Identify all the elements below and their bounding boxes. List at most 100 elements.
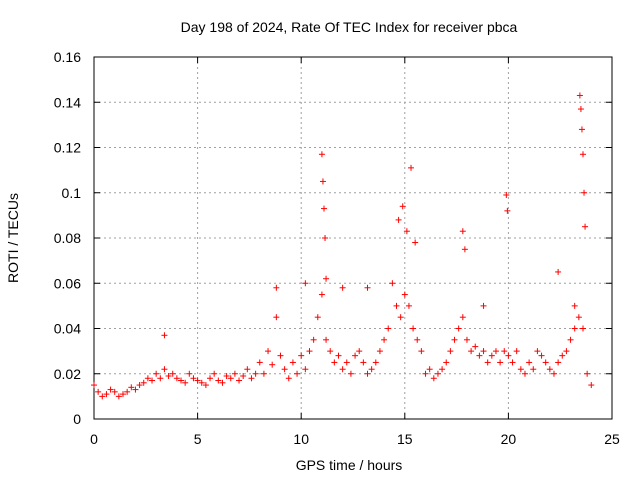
data-point bbox=[577, 106, 584, 113]
data-point bbox=[273, 284, 280, 291]
data-point bbox=[579, 325, 586, 332]
data-point bbox=[414, 336, 421, 343]
data-point bbox=[405, 302, 412, 309]
data-point bbox=[484, 359, 491, 366]
data-point bbox=[401, 291, 408, 298]
y-tick-label: 0.04 bbox=[54, 321, 81, 337]
data-point bbox=[343, 359, 350, 366]
data-point bbox=[219, 379, 226, 386]
x-tick-label: 15 bbox=[397, 431, 413, 447]
data-point bbox=[144, 375, 151, 382]
axis-ticks: 0 5 10 15 20 25 0 0.02 0.04 0.06 0.08 0.1 0.12 0.14 0.… bbox=[54, 49, 620, 447]
data-point bbox=[256, 359, 263, 366]
data-point bbox=[294, 370, 301, 377]
data-point bbox=[319, 178, 326, 185]
data-point bbox=[563, 348, 570, 355]
data-point bbox=[426, 366, 433, 373]
data-point bbox=[579, 151, 586, 158]
data-point bbox=[194, 377, 201, 384]
y-axis-label: ROTI / TECUs bbox=[5, 193, 21, 283]
data-point bbox=[389, 280, 396, 287]
y-tick-label: 0.08 bbox=[54, 230, 81, 246]
data-point bbox=[207, 375, 214, 382]
data-point bbox=[526, 359, 533, 366]
data-point bbox=[277, 352, 284, 359]
data-point bbox=[364, 370, 371, 377]
data-point bbox=[412, 239, 419, 246]
data-point bbox=[302, 280, 309, 287]
data-point bbox=[582, 223, 589, 230]
data-point bbox=[501, 348, 508, 355]
data-point bbox=[480, 302, 487, 309]
data-point bbox=[513, 348, 520, 355]
data-point bbox=[302, 366, 309, 373]
data-point bbox=[99, 393, 106, 400]
data-point bbox=[360, 359, 367, 366]
data-point bbox=[236, 377, 243, 384]
data-point bbox=[381, 336, 388, 343]
data-point bbox=[418, 348, 425, 355]
data-point bbox=[161, 332, 168, 339]
data-point bbox=[430, 375, 437, 382]
data-point bbox=[455, 325, 462, 332]
data-point bbox=[178, 377, 185, 384]
data-point bbox=[173, 375, 180, 382]
data-point bbox=[504, 207, 511, 214]
y-tick-label: 0.14 bbox=[54, 94, 81, 110]
data-point bbox=[447, 348, 454, 355]
data-point bbox=[503, 192, 510, 199]
data-point bbox=[463, 336, 470, 343]
data-point bbox=[555, 268, 562, 275]
y-tick-label: 0.02 bbox=[54, 366, 81, 382]
data-point bbox=[443, 359, 450, 366]
data-point bbox=[269, 361, 276, 368]
data-point bbox=[509, 359, 516, 366]
data-point bbox=[227, 375, 234, 382]
data-point bbox=[128, 384, 135, 391]
data-point bbox=[339, 366, 346, 373]
y-tick-label: 0.06 bbox=[54, 275, 81, 291]
x-tick-label: 0 bbox=[90, 431, 98, 447]
data-point bbox=[320, 205, 327, 212]
data-point bbox=[584, 370, 591, 377]
data-point bbox=[339, 284, 346, 291]
data-point bbox=[588, 382, 595, 389]
y-tick-label: 0 bbox=[73, 411, 81, 427]
data-point bbox=[223, 373, 230, 380]
data-point bbox=[439, 366, 446, 373]
data-point bbox=[91, 382, 97, 389]
data-point bbox=[571, 302, 578, 309]
data-point bbox=[356, 348, 363, 355]
data-point bbox=[517, 366, 524, 373]
data-point bbox=[165, 373, 172, 380]
data-point bbox=[198, 379, 205, 386]
data-point bbox=[534, 348, 541, 355]
data-point bbox=[352, 352, 359, 359]
data-point bbox=[153, 370, 160, 377]
data-point bbox=[472, 343, 479, 350]
data-point bbox=[157, 375, 164, 382]
data-point bbox=[372, 359, 379, 366]
data-point bbox=[395, 216, 402, 223]
data-point bbox=[459, 228, 466, 235]
data-point bbox=[476, 352, 483, 359]
data-point bbox=[480, 348, 487, 355]
data-point bbox=[310, 336, 317, 343]
data-point bbox=[186, 370, 193, 377]
data-point bbox=[559, 352, 566, 359]
data-point bbox=[410, 325, 417, 332]
data-point bbox=[231, 370, 238, 377]
data-point bbox=[451, 336, 458, 343]
data-point bbox=[459, 314, 466, 321]
data-point bbox=[132, 386, 139, 393]
data-point bbox=[571, 325, 578, 332]
data-point bbox=[550, 370, 557, 377]
data-point bbox=[285, 375, 292, 382]
x-axis-label: GPS time / hours bbox=[296, 457, 403, 473]
data-point bbox=[385, 325, 392, 332]
data-point bbox=[581, 189, 588, 196]
grid-lines bbox=[94, 57, 612, 419]
x-tick-label: 20 bbox=[501, 431, 517, 447]
data-point bbox=[107, 386, 114, 393]
